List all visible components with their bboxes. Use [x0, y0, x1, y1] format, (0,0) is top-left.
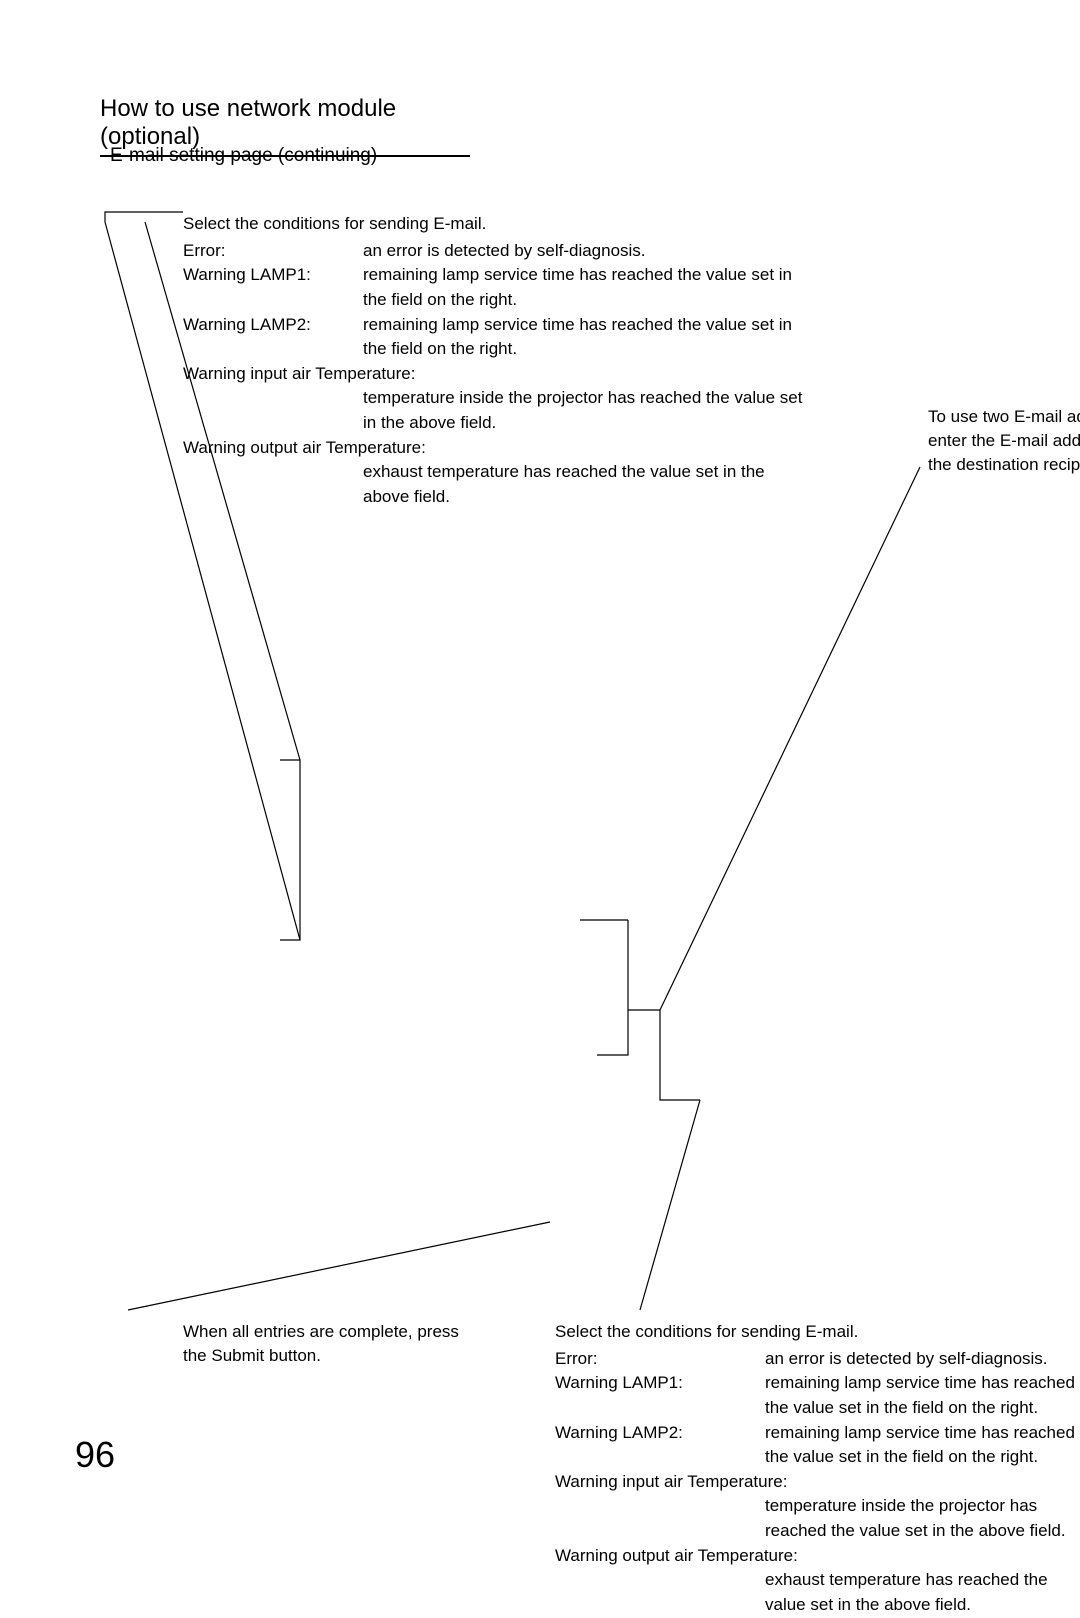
- block4-intro: Select the conditions for sending E-mail…: [555, 1320, 1080, 1345]
- block4-row-lamp1: Warning LAMP1: remaining lamp service ti…: [555, 1371, 1080, 1420]
- block1-desc: an error is detected by self-diagnosis.: [363, 239, 646, 264]
- block1-intro: Select the conditions for sending E-mail…: [183, 212, 803, 237]
- conditions-block-2: Select the conditions for sending E-mail…: [555, 1320, 1080, 1618]
- block1-desc: remaining lamp service time has reached …: [363, 263, 803, 312]
- page-number: 96: [75, 1434, 115, 1476]
- block1-desc-input-temp: temperature inside the projector has rea…: [363, 386, 803, 435]
- two-addresses-note: To use two E-mail addresses, enter the E…: [928, 405, 1080, 476]
- block1-row-error: Error: an error is detected by self-diag…: [183, 239, 803, 264]
- page-subtitle: E-mail setting page (continuing): [110, 145, 377, 167]
- block4-desc-output-temp: exhaust temperature has reached the valu…: [765, 1568, 1080, 1617]
- block4-desc: remaining lamp service time has reached …: [765, 1371, 1080, 1420]
- block1-desc-output-temp: exhaust temperature has reached the valu…: [363, 460, 803, 509]
- submit-note: When all entries are complete, press the…: [183, 1320, 463, 1368]
- block1-label-input-temp: Warning input air Temperature:: [183, 362, 803, 387]
- block1-row-lamp2: Warning LAMP2: remaining lamp service ti…: [183, 313, 803, 362]
- block4-desc: remaining lamp service time has reached …: [765, 1421, 1080, 1470]
- block4-row-error: Error: an error is detected by self-diag…: [555, 1347, 1080, 1372]
- block4-desc: an error is detected by self-diagnosis.: [765, 1347, 1048, 1372]
- block4-label-output-temp: Warning output air Temperature:: [555, 1544, 1080, 1569]
- block1-label: Warning LAMP2:: [183, 313, 363, 362]
- block4-label-input-temp: Warning input air Temperature:: [555, 1470, 1080, 1495]
- block1-label-output-temp: Warning output air Temperature:: [183, 436, 803, 461]
- block1-label: Warning LAMP1:: [183, 263, 363, 312]
- block4-label: Warning LAMP2:: [555, 1421, 765, 1470]
- block4-row-lamp2: Warning LAMP2: remaining lamp service ti…: [555, 1421, 1080, 1470]
- block1-desc: remaining lamp service time has reached …: [363, 313, 803, 362]
- conditions-block-1: Select the conditions for sending E-mail…: [183, 212, 803, 510]
- block4-label: Error:: [555, 1347, 765, 1372]
- block1-row-lamp1: Warning LAMP1: remaining lamp service ti…: [183, 263, 803, 312]
- block4-desc-input-temp: temperature inside the projector has rea…: [765, 1494, 1080, 1543]
- block1-label: Error:: [183, 239, 363, 264]
- block4-label: Warning LAMP1:: [555, 1371, 765, 1420]
